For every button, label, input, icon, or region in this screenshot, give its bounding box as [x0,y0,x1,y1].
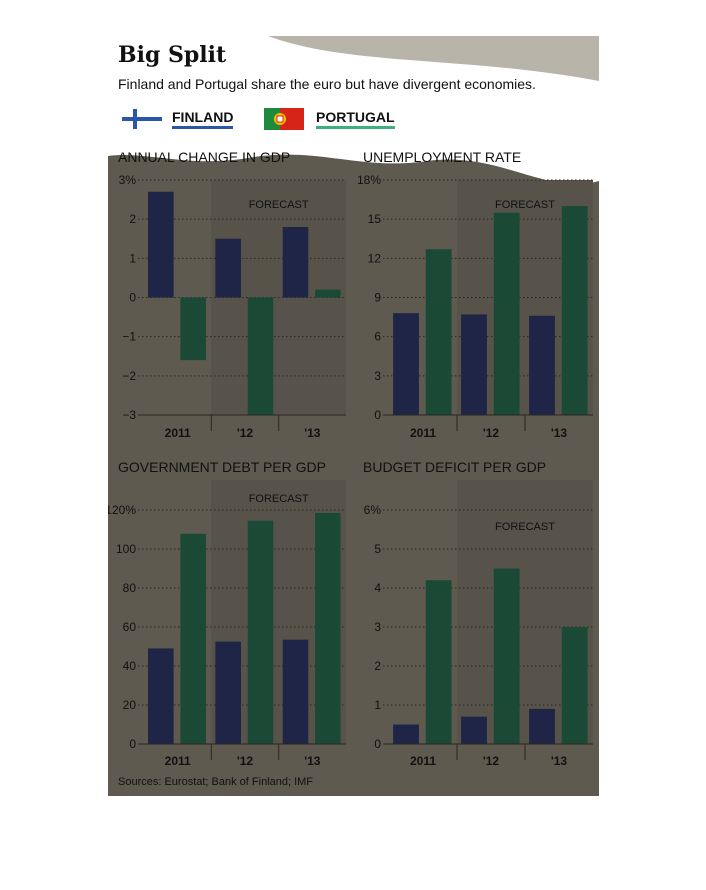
y-tick-label: 2 [374,659,381,673]
finland-bar [282,639,309,744]
portugal-bar [180,297,206,361]
finland-bar [282,227,309,298]
finland-bar [215,238,241,298]
x-tick-label: 2011 [410,754,436,768]
y-tick-label: 6% [364,503,382,517]
y-tick-label: 0 [374,408,381,422]
y-tick-label: 18% [357,173,381,187]
y-tick-label: 40 [123,659,137,673]
y-tick-label: 0 [129,291,136,305]
y-tick-label: 3% [119,173,137,187]
finland-bar [461,716,487,744]
forecast-label: FORECAST [495,521,555,533]
portugal-bar [493,212,520,415]
x-tick-label: 2011 [410,426,436,440]
finland-bar [461,314,487,415]
x-tick-label: '13 [551,426,568,440]
x-tick-label: '12 [237,426,254,440]
forecast-label: FORECAST [495,199,555,211]
x-tick-label: '12 [237,754,254,768]
finland-bar [393,724,419,744]
panel-title: GOVERNMENT DEBT PER GDP [118,459,326,475]
legend-item-portugal: PORTUGAL [264,108,395,130]
y-tick-label: 0 [129,737,136,751]
infographic-card: Big Split Finland and Portugal share the… [108,36,599,796]
portugal-bar [561,627,588,744]
y-tick-label: 100 [116,542,136,556]
x-tick-label: '12 [483,426,500,440]
y-tick-label: −2 [122,369,136,383]
y-tick-label: 6 [374,330,381,344]
y-tick-label: 2 [129,212,136,226]
x-tick-label: 2011 [165,426,191,440]
y-tick-label: 9 [374,291,381,305]
portugal-bar [561,206,588,415]
header-swoosh [268,36,599,81]
budget-deficit-chart: BUDGET DEFICIT PER GDP FORECAST 6% 5 4 3 2 1 0 20… [363,459,593,768]
portugal-bar [315,289,341,298]
finland-bar [148,191,174,298]
x-tick-label: '13 [304,754,321,768]
portugal-bar [247,520,274,744]
legend-label-finland: FINLAND [172,109,234,129]
finland-bar [148,648,174,744]
x-tick-label: '13 [304,426,321,440]
finland-bar [529,315,555,415]
portugal-bar [180,533,206,744]
x-tick-label: '13 [551,754,568,768]
gdp-change-chart: ANNUAL CHANGE IN GDP FORECAST 3% 2 1 0 −1 −2 −3 2… [118,149,346,440]
x-tick-label: 2011 [165,754,191,768]
panel-title: ANNUAL CHANGE IN GDP [118,149,290,165]
header-background [108,36,599,185]
portugal-flag-icon [264,108,304,130]
source-note: Sources: Eurostat; Bank of Finland; IMF [118,776,314,788]
finland-bar [529,708,555,744]
portugal-bar [315,512,341,744]
y-tick-label: −1 [122,330,136,344]
portugal-bar [247,297,274,415]
portugal-bar [425,249,452,415]
y-tick-label: 20 [123,698,137,712]
panel-title: UNEMPLOYMENT RATE [363,149,521,165]
chart-subtitle: Finland and Portugal share the euro but … [118,76,536,92]
y-tick-label: 3 [374,369,381,383]
portugal-bar [425,580,452,744]
portugal-bar [493,568,520,744]
chart-title: Big Split [118,42,227,68]
finland-bar [393,313,419,415]
y-tick-label: 60 [123,620,137,634]
y-tick-label: 0 [374,737,381,751]
finland-flag-icon [122,109,162,129]
y-tick-label: 15 [368,212,382,226]
panel-title: BUDGET DEFICIT PER GDP [363,459,546,475]
y-tick-label: −3 [122,408,136,422]
y-tick-label: 4 [374,581,381,595]
unemployment-chart: UNEMPLOYMENT RATE FORECAST 18% 15 12 9 6 3 0 2011… [357,149,593,440]
government-debt-chart: GOVERNMENT DEBT PER GDP FORECAST 120% 100 80… [108,459,346,768]
y-tick-label: 5 [374,542,381,556]
forecast-label: FORECAST [249,199,309,211]
forecast-label: FORECAST [249,493,309,505]
finland-bar [215,641,241,744]
y-tick-label: 1 [374,698,381,712]
y-tick-label: 12 [368,251,382,265]
x-tick-label: '12 [483,754,500,768]
y-tick-label: 3 [374,620,381,634]
y-tick-label: 120% [108,503,136,517]
legend-label-portugal: PORTUGAL [316,109,395,129]
y-tick-label: 80 [123,581,137,595]
y-tick-label: 1 [129,251,136,265]
header-wave [108,36,599,185]
legend-item-finland: FINLAND [122,108,234,130]
